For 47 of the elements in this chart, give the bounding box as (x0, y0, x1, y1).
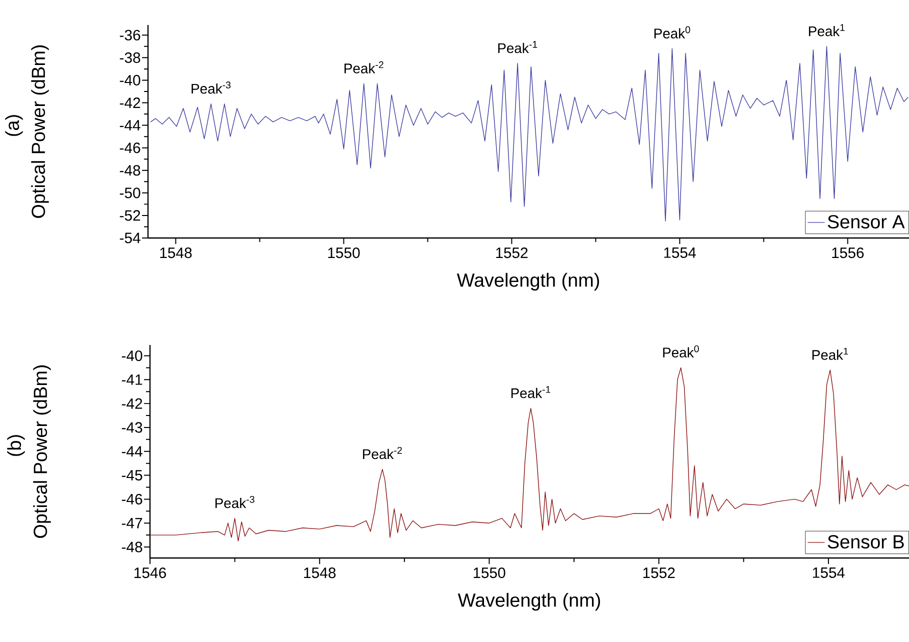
y-tick-label: -38 (120, 52, 140, 63)
y-axis-title: Optical Power (dBm) (33, 365, 51, 538)
x-tick-label: 1550 (328, 248, 360, 258)
x-tick-label: 1552 (496, 248, 528, 258)
y-tick-label: -52 (120, 210, 140, 221)
annotation: Peak$^{1}$ (808, 24, 845, 36)
y-tick-label: -42 (122, 398, 142, 409)
y-tick-label: -48 (122, 542, 142, 552)
y-tick-label: -45 (122, 470, 142, 480)
annotation: Peak$^{-1}$ (511, 386, 550, 398)
y-tick-label: -48 (120, 165, 140, 176)
x-tick-label: 1548 (160, 248, 192, 258)
y-tick-label: -41 (122, 374, 142, 385)
annotation: Peak$^{-2}$ (363, 446, 402, 460)
x-tick-label: 1550 (474, 568, 506, 578)
legend-label: Sensor A (828, 215, 905, 228)
annotation: Peak$^{1}$ (812, 348, 848, 360)
annotation: Peak$^{-2}$ (344, 61, 384, 74)
x-tick-label: 1548 (304, 568, 336, 578)
y-tick-label: -46 (120, 142, 140, 154)
y-tick-label: -50 (120, 188, 140, 198)
x-tick-label: 1552 (643, 568, 675, 578)
x-tick-label: 1556 (832, 248, 864, 258)
y-tick-label: -46 (122, 494, 142, 504)
y-tick-label: -42 (120, 98, 140, 108)
y-axis-title: Optical Power (dBm) (31, 45, 49, 218)
x-tick-label: 1546 (134, 568, 166, 578)
y-tick-label: -36 (120, 30, 140, 40)
y-tick-label: -44 (122, 446, 142, 457)
x-tick-label: 1554 (812, 568, 845, 578)
y-tick-label: -47 (122, 518, 142, 528)
annotation: Peak$^{-1}$ (498, 41, 538, 54)
annotation: Peak$^{0}$ (654, 26, 690, 38)
y-tick-label: -43 (122, 422, 142, 433)
y-tick-label: -40 (120, 74, 140, 86)
annotation: Peak$^{0}$ (663, 345, 699, 358)
annotation: Peak$^{-3}$ (192, 82, 231, 94)
x-tick-label: 1554 (664, 248, 696, 258)
text: (b) (7, 435, 25, 456)
x-axis-title: Wavelength (nm) (458, 592, 600, 611)
annotation: Peak$^{-3}$ (215, 496, 254, 508)
x-axis-title: Wavelength (nm) (456, 272, 600, 291)
legend-label: Sensor B (828, 535, 904, 548)
y-tick-label: -54 (120, 232, 140, 244)
text: (a) (5, 115, 23, 136)
y-tick-label: -44 (120, 120, 140, 130)
y-tick-label: -40 (122, 350, 142, 362)
